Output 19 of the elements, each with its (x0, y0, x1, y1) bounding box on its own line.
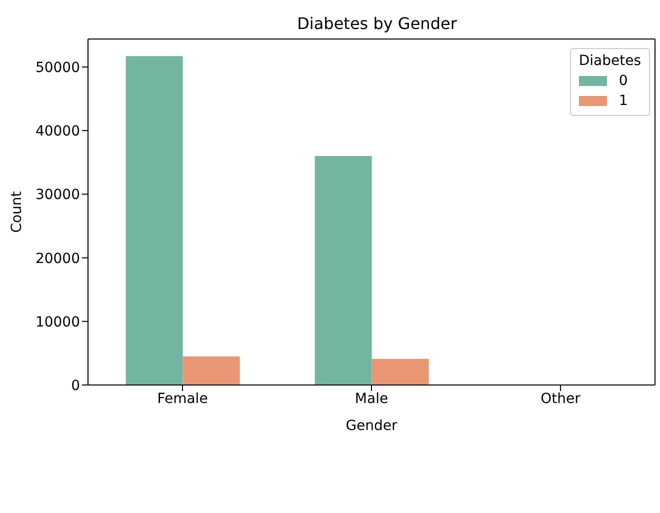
y-tick-label: 50000 (35, 60, 80, 76)
y-tick-label: 20000 (35, 250, 80, 267)
legend-title: Diabetes (578, 53, 641, 69)
chart-title: Diabetes by Gender (296, 14, 458, 33)
y-tick-label: 40000 (35, 124, 80, 140)
x-tick-label: Male (354, 390, 388, 407)
bar (372, 358, 429, 385)
legend-label: 1 (618, 93, 628, 109)
bar (314, 156, 372, 385)
x-axis-title: Gender (346, 418, 398, 434)
legend-label: 0 (618, 73, 628, 89)
x-tick-label: Other (540, 390, 581, 407)
y-axis-title: Count (8, 190, 25, 233)
bar (182, 356, 240, 385)
y-tick-label: 30000 (35, 187, 80, 204)
x-tick-label: Female (157, 390, 208, 407)
y-tick-label: 0 (71, 378, 80, 394)
bar (126, 56, 183, 385)
y-tick-label: 10000 (35, 314, 80, 330)
